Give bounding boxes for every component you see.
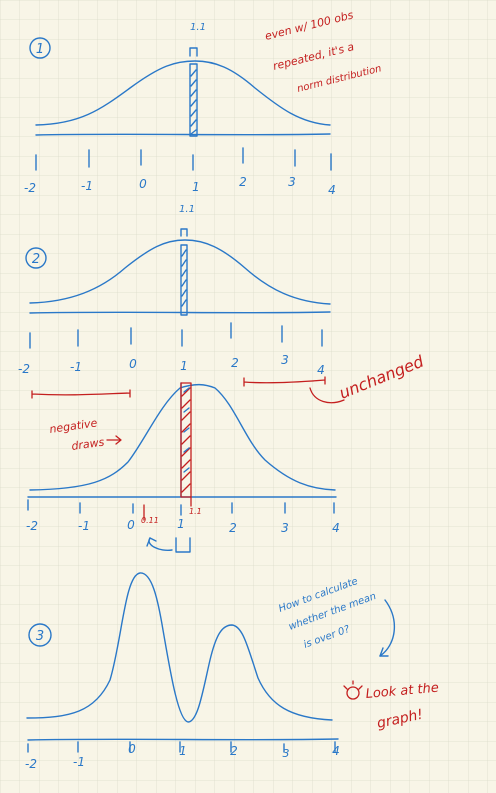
panel-1-circle [29,37,51,59]
panel-3-axis [27,738,339,741]
panel-2b-tick-label: 2 [229,521,237,535]
panel-2-curve [29,239,331,305]
panel-2-circle [25,247,47,269]
panel-1-tick-label: 2 [239,175,247,189]
panel-2-tick-label: 3 [281,353,289,367]
panel-2b-tick-marks [27,499,335,516]
panel-2b-red-bar [180,382,192,498]
negative-draws-arrow [106,435,122,445]
panel-3-tick-label: 3 [283,747,290,760]
panel-2-tick-label: 2 [231,356,239,370]
panel-2-baseline [29,311,331,314]
unchanged-range-bracket [243,376,326,387]
panel-3-circle [28,623,52,647]
question-arrow-head [379,647,389,657]
panel-2-tick-marks [29,322,323,349]
panel-1-tick-label: 4 [328,183,336,197]
panel-1-tick-marks [35,147,332,171]
negative-draws-note-line: draws [71,435,106,452]
negative-range-bracket [31,389,131,399]
panel-2-peak-bracket [180,228,188,237]
panel-1-number: 1 [36,42,44,57]
panel-2-tick-label: 0 [129,357,137,371]
panel-1-peak-label: 1.1 [190,22,206,33]
panel-2-tick-label: 1 [180,359,188,373]
panel-2b-tick-label: 4 [332,521,340,535]
panel-1-bar-hatch [190,69,197,135]
panel-1-tick-label: -2 [24,181,36,195]
panel-3-tick-label: 2 [230,744,238,758]
panel-3-tick-label: 1 [179,744,187,758]
panel-2-bar-hatch [181,249,187,307]
panel-3-tick-label: -1 [73,755,85,769]
panel-1-baseline [35,133,331,136]
answer-line: Look at the [365,681,439,702]
panel-1-tick-label: 1 [192,180,200,194]
panel-1-curve [35,60,331,126]
panel-2b-tick-label: -1 [78,519,90,533]
panel-2b-blue-hatch [183,387,190,473]
panel-1-peak-bracket [189,47,198,57]
panel-2-tick-label: -2 [18,362,30,376]
panel-2-bar [180,244,188,316]
panel-3-number: 3 [36,629,44,644]
panel-2b-red-hatch [181,387,191,493]
panel-1-tick-label: -1 [81,179,93,193]
panel-2b-tick-label: 0 [127,518,135,532]
panel-2-tick-label: -1 [70,360,82,374]
panel-3-tick-label: -2 [25,757,37,771]
panel-2b: -2 -1 0 1 2 3 4 0.11 1.1 [26,382,340,553]
label-0-11: 0.11 [141,516,159,525]
panel-3-tick-label: 4 [332,744,340,758]
panel-1-tick-label: 0 [139,177,147,191]
panel-1-bar [189,63,198,137]
panel-2-tick-label: 4 [317,363,325,377]
panel-3-bimodal-curve [26,572,333,723]
panel-2b-curve [29,383,336,491]
panel-2-peak-label: 1.1 [179,204,195,215]
shift-arrow-left-head [146,537,157,547]
panel-1-tick-label: 3 [288,175,296,189]
unchanged-arrow [309,387,345,404]
lightbulb-icon [346,686,360,700]
panel-2b-tick-label: 3 [281,521,289,535]
lightbulb-rays [343,680,363,690]
panel-3-tick-label: 0 [128,742,136,756]
panel-2b-tick-label: 1 [177,517,185,531]
shift-bracket [175,537,191,553]
panel-2b-tick-label: -2 [26,519,38,533]
label-1-1: 1.1 [189,507,202,516]
panel-3-tick-marks [27,741,336,753]
panel-2-number: 2 [32,252,40,267]
question-arrow [379,599,396,657]
